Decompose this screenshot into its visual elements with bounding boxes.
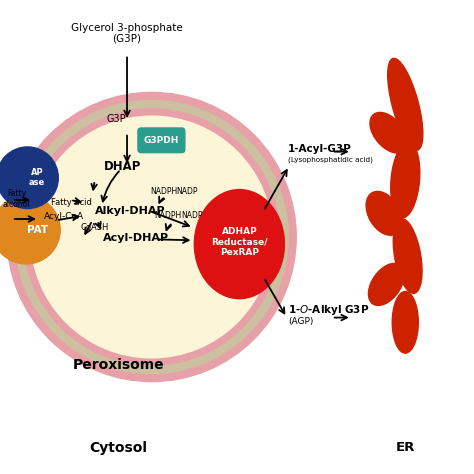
Ellipse shape [393, 219, 422, 293]
Ellipse shape [391, 142, 420, 218]
Circle shape [0, 196, 60, 264]
Text: (G3P): (G3P) [112, 34, 142, 44]
Circle shape [0, 147, 58, 209]
Text: 1-Acyl-G3P: 1-Acyl-G3P [288, 144, 352, 155]
Circle shape [24, 109, 280, 365]
Ellipse shape [392, 292, 418, 353]
Text: CoASH: CoASH [81, 223, 109, 232]
Text: Alkyl-DHAP: Alkyl-DHAP [95, 206, 165, 216]
Ellipse shape [366, 191, 402, 235]
Text: Glycerol 3-phosphate: Glycerol 3-phosphate [71, 23, 183, 34]
Ellipse shape [370, 112, 408, 153]
Text: ER: ER [396, 441, 415, 455]
Ellipse shape [368, 264, 404, 305]
Text: Peroxisome: Peroxisome [73, 358, 164, 372]
Text: NADP: NADP [181, 211, 203, 220]
Text: Acyl-DHAP: Acyl-DHAP [103, 233, 170, 243]
Text: Cytosol: Cytosol [90, 441, 147, 455]
Text: Fatty
alcohol: Fatty alcohol [3, 190, 30, 209]
Text: 1-$\it{O}$-Alkyl G3P: 1-$\it{O}$-Alkyl G3P [288, 303, 370, 318]
Text: (Lysophosphatidic acid): (Lysophosphatidic acid) [288, 157, 373, 164]
Text: G3P: G3P [106, 113, 126, 124]
FancyBboxPatch shape [138, 128, 185, 153]
Text: NADPH: NADPH [150, 188, 177, 196]
Text: PAT: PAT [27, 225, 48, 235]
Ellipse shape [388, 58, 423, 150]
Text: G3PDH: G3PDH [144, 136, 179, 145]
Text: ADHAP
Reductase/
PexRAP: ADHAP Reductase/ PexRAP [211, 227, 268, 256]
Text: DHAP: DHAP [104, 160, 142, 173]
Text: (AGP): (AGP) [288, 317, 314, 326]
Text: NADP: NADP [176, 188, 198, 196]
Circle shape [7, 92, 296, 382]
Text: Acyl-CoA: Acyl-CoA [44, 212, 84, 221]
Text: AP
ase: AP ase [29, 168, 45, 187]
Text: NADPH: NADPH [155, 211, 182, 220]
Text: Fatty acid: Fatty acid [51, 199, 92, 207]
Circle shape [31, 116, 273, 358]
Circle shape [15, 100, 288, 374]
Ellipse shape [194, 190, 284, 299]
